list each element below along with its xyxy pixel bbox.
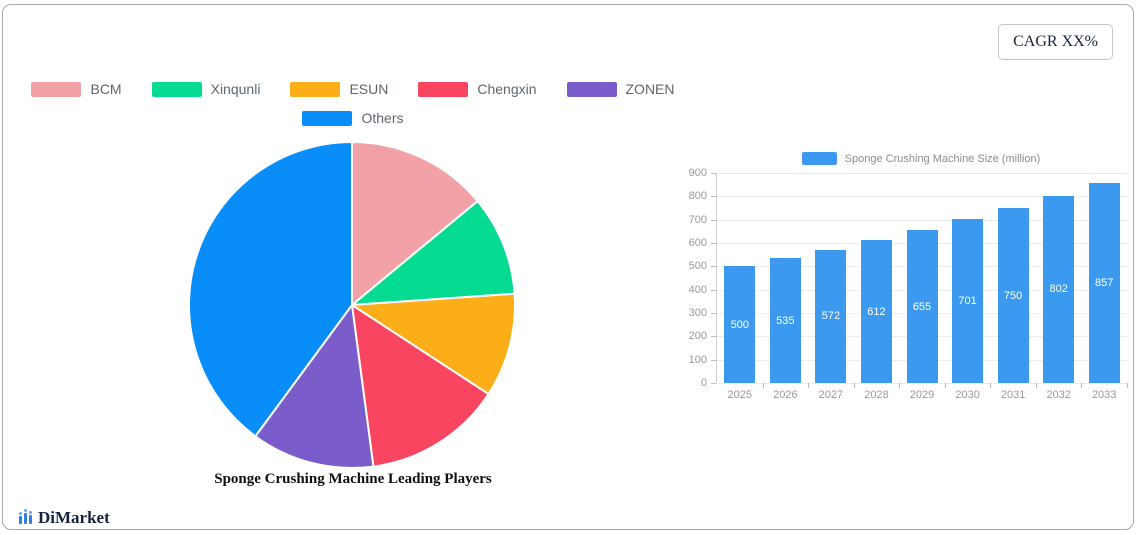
y-axis-tick-label: 800: [688, 190, 707, 203]
x-axis-tick-mark: [1127, 383, 1128, 388]
y-axis-tick-label: 500: [688, 260, 707, 273]
gridline: [717, 173, 1127, 174]
gridline: [717, 219, 1127, 221]
y-axis-tick-mark: [711, 243, 716, 244]
legend-label: BCM: [90, 81, 122, 97]
legend-swatch: [418, 81, 469, 97]
y-axis-tick-mark: [711, 289, 716, 291]
bar-value-label: 612: [867, 305, 886, 318]
bar-value-label: 500: [730, 318, 749, 331]
bar-2025: 500: [724, 266, 756, 383]
y-axis-tick-label: 300: [688, 307, 707, 319]
y-axis-tick-label: 600: [688, 237, 707, 249]
legend-item-zonen[interactable]: ZONEN: [566, 81, 675, 97]
gridline: [717, 196, 1127, 198]
y-axis-tick-mark: [711, 219, 716, 221]
x-axis-tick-label: 2030: [955, 389, 980, 401]
bar-plot: 0 100 200 300 400 500 600 700 800 900 500 2025 535 20…: [689, 167, 1128, 401]
pie-chart-title: Sponge Crushing Machine Leading Players: [214, 471, 492, 487]
pie-slice-others: [188, 141, 353, 438]
bar-value-label: 857: [1095, 277, 1114, 289]
x-axis-tick-mark: [1081, 383, 1083, 388]
bar-chart-legend[interactable]: Sponge Crushing Machine Size (million): [716, 152, 1126, 165]
y-axis-tick-mark: [711, 313, 716, 314]
bar-value-label: 535: [776, 314, 795, 327]
bar-value-label: 655: [912, 300, 932, 313]
legend-item-bcm[interactable]: BCM: [31, 81, 122, 97]
y-axis-tick-label: 0: [700, 377, 707, 389]
legend-swatch: [302, 110, 353, 126]
legend-swatch: [566, 81, 617, 97]
pie-slice-chengxin: [351, 304, 490, 468]
bar-2026: 535: [769, 258, 801, 383]
gridline: [717, 383, 1127, 384]
bar-2031: 750: [997, 208, 1029, 383]
pie-legend-row-2: Others: [3, 110, 703, 126]
x-axis-tick-mark: [853, 383, 855, 388]
y-axis-tick-label: 700: [688, 213, 707, 226]
bar-legend-swatch: [801, 152, 837, 165]
legend-swatch: [290, 81, 341, 97]
bar-2027: 572: [815, 249, 847, 383]
report-card: CAGR XX% BCM Xinqunli ESUN Chengxin ZONEN Ot…: [2, 4, 1134, 530]
x-axis-tick-label: 2028: [864, 389, 889, 401]
dimarket-logo: DiMarket: [19, 508, 110, 527]
y-axis-tick-label: 200: [688, 330, 707, 343]
x-axis-tick-mark: [944, 383, 946, 388]
bar-2028: 612: [860, 240, 892, 383]
legend-swatch: [31, 81, 82, 97]
y-axis-tick-mark: [711, 173, 716, 174]
y-axis-tick-mark: [711, 266, 716, 268]
bar-value-label: 802: [1049, 283, 1068, 296]
pie-slice-zonen: [254, 304, 375, 469]
y-axis-tick-mark: [711, 359, 716, 361]
bar-2029: 655: [906, 230, 938, 383]
bar-value-label: 572: [821, 310, 841, 323]
y-axis-tick-mark: [711, 196, 716, 198]
bar-2033: 857: [1088, 183, 1120, 383]
logo-text: DiMarket: [38, 508, 110, 527]
x-axis-tick-label: 2025: [727, 389, 753, 401]
cagr-badge[interactable]: CAGR XX%: [998, 24, 1113, 60]
pie-slice-xinqunli: [351, 200, 516, 306]
legend-swatch: [151, 81, 202, 97]
legend-item-chengxin[interactable]: Chengxin: [418, 81, 537, 97]
bar-value-label: 750: [1003, 289, 1023, 302]
bar-legend-label: Sponge Crushing Machine Size (million): [844, 152, 1041, 165]
x-axis-tick-mark: [990, 383, 992, 388]
bar-2032: 802: [1043, 195, 1075, 383]
legend-item-others[interactable]: Others: [302, 110, 404, 126]
y-axis-tick-mark: [711, 336, 716, 338]
bar-value-label: 701: [958, 295, 977, 308]
pie-chart-container: [186, 139, 518, 471]
x-axis-tick-mark: [762, 383, 764, 388]
x-axis-tick-mark: [899, 383, 901, 388]
x-axis-tick-label: 2027: [818, 389, 844, 401]
legend-label: Chengxin: [477, 81, 537, 97]
x-axis-tick-label: 2032: [1046, 389, 1071, 401]
x-axis-tick-mark: [808, 383, 810, 388]
x-axis-tick-label: 2033: [1091, 389, 1117, 401]
bar-2030: 701: [952, 219, 984, 383]
legend-label: ZONEN: [625, 81, 675, 97]
x-axis-tick-label: 2029: [909, 389, 935, 401]
pie-legend-row-1: BCM Xinqunli ESUN Chengxin ZONEN: [3, 81, 703, 97]
x-axis-tick-mark: [1035, 383, 1037, 388]
legend-item-esun[interactable]: ESUN: [290, 81, 388, 97]
bar-chart-logo-icon: [19, 508, 32, 526]
legend-label: Xinqunli: [210, 81, 261, 97]
x-axis-tick-label: 2026: [773, 389, 798, 401]
y-axis-tick-label: 400: [688, 283, 707, 296]
pie-slice-bcm: [351, 141, 479, 306]
y-axis-tick-label: 100: [688, 353, 707, 366]
x-axis-tick-label: 2031: [1000, 389, 1026, 401]
legend-label: Others: [361, 110, 404, 126]
pie-chart: [188, 141, 516, 469]
legend-item-xinqunli[interactable]: Xinqunli: [151, 81, 261, 97]
legend-label: ESUN: [349, 81, 389, 97]
pie-slice-esun: [351, 292, 516, 396]
y-axis-tick-label: 900: [688, 167, 707, 179]
y-axis-tick-mark: [711, 383, 716, 384]
